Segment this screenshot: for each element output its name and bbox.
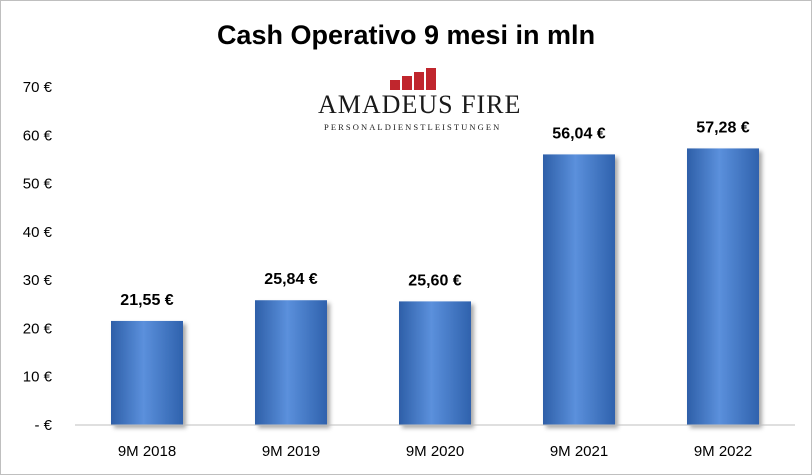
logo-wordmark: AMADEUS FIRE bbox=[318, 90, 522, 119]
y-tick-label: 10 € bbox=[23, 369, 53, 386]
y-tick-label: 50 € bbox=[23, 176, 53, 193]
x-tick-label: 9M 2019 bbox=[262, 443, 320, 460]
chart-title: Cash Operativo 9 mesi in mln bbox=[216, 20, 596, 50]
company-logo: AMADEUS FIRE PERSONALDIENSTLEISTUNGEN bbox=[310, 66, 520, 136]
bar bbox=[543, 154, 615, 425]
bar bbox=[399, 301, 471, 425]
x-tick-label: 9M 2020 bbox=[406, 443, 464, 460]
x-tick-label: 9M 2021 bbox=[550, 443, 608, 460]
bar bbox=[255, 300, 327, 425]
y-tick-label: 30 € bbox=[23, 272, 53, 289]
logo-subtitle: PERSONALDIENSTLEISTUNGEN bbox=[324, 122, 502, 132]
bar-value-label: 25,84 € bbox=[264, 271, 317, 288]
y-tick-label: 60 € bbox=[23, 127, 53, 144]
bar-value-label: 57,28 € bbox=[696, 119, 749, 136]
y-tick-label: 70 € bbox=[23, 79, 53, 96]
logo-bars-icon bbox=[390, 68, 436, 90]
x-tick-label: 9M 2022 bbox=[694, 443, 752, 460]
x-tick-label: 9M 2018 bbox=[118, 443, 176, 460]
bar-value-label: 21,55 € bbox=[120, 292, 173, 309]
y-tick-label: 20 € bbox=[23, 320, 53, 337]
bar bbox=[687, 148, 759, 425]
bar-value-label: 56,04 € bbox=[552, 125, 605, 142]
y-tick-label: - € bbox=[34, 417, 52, 434]
y-tick-label: 40 € bbox=[23, 224, 53, 241]
bar-value-label: 25,60 € bbox=[408, 272, 461, 289]
bar bbox=[111, 320, 183, 425]
